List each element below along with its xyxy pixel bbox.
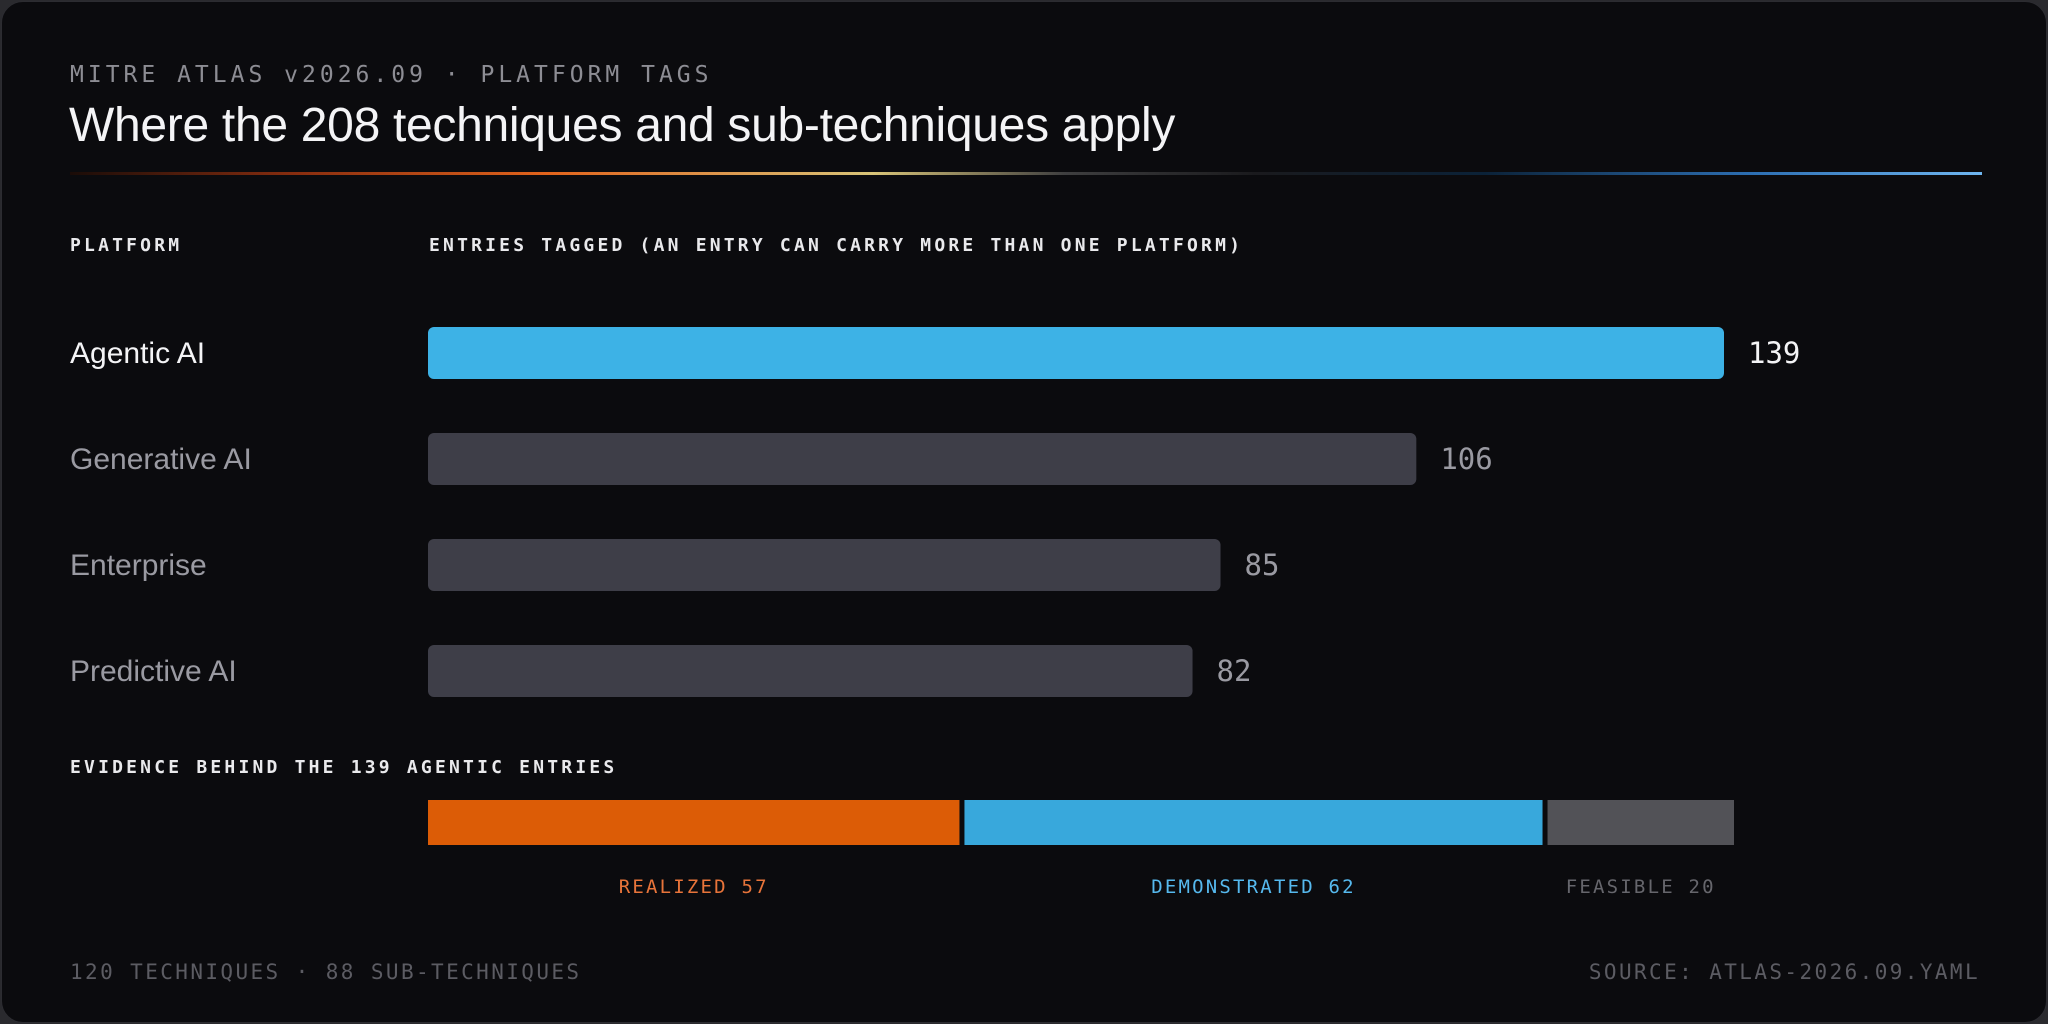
platform-column-header: PLATFORM xyxy=(70,235,183,256)
value-label-predictive-ai: 82 xyxy=(1217,654,1252,688)
value-label-generative-ai: 106 xyxy=(1440,442,1492,476)
evidence-title: EVIDENCE BEHIND THE 139 AGENTIC ENTRIES xyxy=(70,757,618,778)
bar-agentic-ai xyxy=(428,327,1724,379)
segment-feasible xyxy=(1547,800,1734,845)
segment-label-demonstrated: DEMONSTRATED 62 xyxy=(1151,876,1356,898)
footer-source: SOURCE: ATLAS-2026.09.YAML xyxy=(1588,960,1980,984)
category-label-enterprise: Enterprise xyxy=(70,549,207,582)
entries-column-header: ENTRIES TAGGED (AN ENTRY CAN CARRY MORE … xyxy=(429,235,1244,256)
segment-realized xyxy=(428,800,960,845)
segment-demonstrated xyxy=(964,800,1543,845)
chart-title: Where the 208 techniques and sub-techniq… xyxy=(69,99,1176,152)
segment-label-feasible: FEASIBLE 20 xyxy=(1566,876,1716,898)
footer-counts: 120 TECHNIQUES · 88 SUB-TECHNIQUES xyxy=(70,960,582,984)
category-label-predictive-ai: Predictive AI xyxy=(70,655,237,688)
bar-enterprise xyxy=(428,539,1221,591)
category-label-generative-ai: Generative AI xyxy=(70,443,252,476)
bar-generative-ai xyxy=(428,433,1417,485)
segment-label-realized: REALIZED 57 xyxy=(619,876,769,898)
bar-predictive-ai xyxy=(428,645,1193,697)
category-label-agentic-ai: Agentic AI xyxy=(70,337,205,370)
value-label-enterprise: 85 xyxy=(1245,548,1280,582)
value-label-agentic-ai: 139 xyxy=(1748,336,1800,370)
kicker: MITRE ATLAS v2026.09 · PLATFORM TAGS xyxy=(70,62,713,88)
gradient-rule xyxy=(70,172,1982,175)
